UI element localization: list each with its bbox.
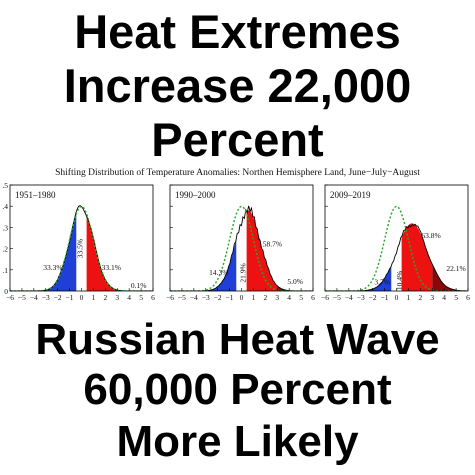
x-tick-label: −3 — [202, 293, 210, 302]
x-tick-label: −4 — [190, 293, 198, 302]
x-tick-label: −2 — [214, 293, 222, 302]
percent-label: 3.7% — [374, 278, 390, 287]
hot-region — [401, 223, 433, 291]
x-tick-label: 2 — [103, 293, 107, 302]
x-tick-label: 4 — [127, 293, 131, 302]
x-tick-label: 6 — [311, 293, 315, 302]
x-tick-label: 3 — [430, 293, 434, 302]
x-tick-label: 6 — [466, 293, 470, 302]
x-tick-label: −3 — [42, 293, 50, 302]
x-tick-label: 5 — [139, 293, 143, 302]
percent-label: 63.8% — [421, 231, 440, 240]
x-tick-label: −6 — [321, 293, 329, 302]
chart-title: Shifting Distribution of Temperature Ano… — [55, 168, 420, 178]
percent-label: 58.7% — [263, 239, 282, 248]
x-tick-label: −1 — [66, 293, 74, 302]
headline-line-1: Heat Extremes — [74, 5, 401, 58]
x-tick-label: −6 — [166, 293, 174, 302]
x-tick-label: 6 — [151, 293, 155, 302]
x-tick-label: 0 — [240, 293, 244, 302]
x-tick-label: 2 — [418, 293, 422, 302]
chart-panel-1: −6 −5 −4 −3 −2 −1 0 1 2 3 4 5 6.5.4.3.2.101951–19803… — [2, 181, 155, 302]
x-tick-label: 0 — [80, 293, 84, 302]
percent-label: 0.1% — [131, 281, 147, 290]
subheadline-line-1: Russian Heat Wave — [35, 315, 440, 364]
x-tick-label: −1 — [381, 293, 389, 302]
x-tick-label: 3 — [275, 293, 279, 302]
x-tick-label: 2 — [263, 293, 267, 302]
normal-region — [76, 206, 87, 291]
x-tick-label: −5 — [178, 293, 186, 302]
panel-period-label: 2009–2019 — [330, 190, 371, 200]
x-tick-label: 1 — [92, 293, 96, 302]
percent-label: 10.4% — [395, 271, 404, 290]
x-tick-label: 0 — [395, 293, 399, 302]
x-tick-label: −5 — [18, 293, 26, 302]
normal-region — [391, 237, 402, 291]
extreme-region — [432, 264, 468, 291]
x-tick-label: −1 — [226, 293, 234, 302]
percent-label: 14.3% — [209, 268, 228, 277]
cold-region — [10, 213, 77, 291]
percent-label: 5.0% — [287, 277, 303, 286]
x-tick-label: −4 — [30, 293, 38, 302]
x-tick-label: 1 — [252, 293, 256, 302]
x-tick-label: 5 — [299, 293, 303, 302]
x-tick-label: 4 — [287, 293, 291, 302]
hot-region — [86, 213, 118, 291]
y-tick-label: .2 — [2, 245, 8, 254]
x-tick-label: −3 — [357, 293, 365, 302]
distribution-chart: Shifting Distribution of Temperature Ano… — [0, 168, 475, 308]
x-tick-label: 4 — [442, 293, 446, 302]
chart-svg: −6 −5 −4 −3 −2 −1 0 1 2 3 4 5 6.5.4.3.2.101951–19803… — [2, 181, 470, 302]
x-tick-label: −2 — [369, 293, 377, 302]
x-tick-label: −2 — [54, 293, 62, 302]
subheadline-line-2: 60,000 Percent — [83, 365, 392, 414]
percent-label: 22.1% — [446, 264, 465, 273]
x-tick-label: 5 — [454, 293, 458, 302]
panel-period-label: 1990–2000 — [175, 190, 216, 200]
x-tick-label: −6 — [6, 293, 14, 302]
y-tick-label: .4 — [2, 202, 8, 211]
hot-region — [246, 210, 278, 291]
y-tick-label: .3 — [2, 223, 8, 232]
subheadline-line-3: More Likely — [116, 417, 359, 466]
percent-label: 33.5% — [76, 239, 85, 258]
headline-line-2: Increase 22,000 — [63, 59, 412, 112]
panel-period-label: 1951–1980 — [15, 190, 56, 200]
chart-panel-2: −6 −5 −4 −3 −2 −1 0 1 2 3 4 5 6 1990–2000 14.3% 21.9% 58… — [166, 184, 315, 302]
headline-line-3: Percent — [151, 113, 324, 166]
percent-label: 33.3% — [43, 263, 62, 272]
x-tick-label: 3 — [115, 293, 119, 302]
y-tick-label: .1 — [2, 266, 8, 275]
x-tick-label: −4 — [345, 293, 353, 302]
percent-label: 21.9% — [239, 263, 248, 282]
x-tick-label: −5 — [333, 293, 341, 302]
y-tick-label: 0 — [4, 287, 8, 296]
cold-region — [170, 238, 237, 291]
percent-label: 33.1% — [102, 263, 121, 272]
chart-panel-3: −6 −5 −4 −3 −2 −1 0 1 2 3 4 5 6 2009–2019 3.7% 10.4% 63.… — [321, 184, 470, 302]
extreme-region — [277, 285, 313, 291]
y-tick-label: .5 — [2, 181, 8, 190]
x-tick-label: 1 — [407, 293, 411, 302]
